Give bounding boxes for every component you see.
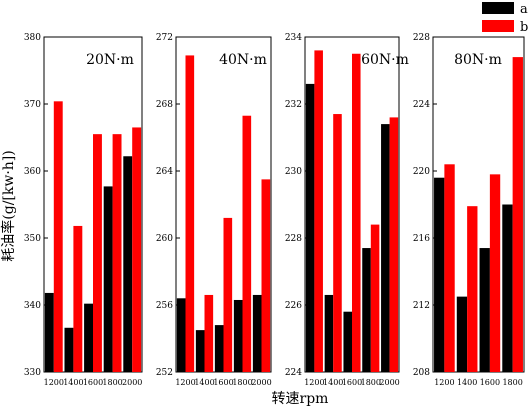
x-tick-label: 2000 — [379, 378, 399, 387]
x-tick-label: 1400 — [63, 378, 83, 387]
legend: a b — [482, 2, 528, 35]
x-tick-label: 1400 — [194, 378, 214, 387]
bar-a-1800 — [103, 186, 113, 372]
bar-a-1600 — [214, 325, 224, 372]
legend-swatch-b — [482, 20, 514, 32]
y-tick-label: 380 — [24, 33, 41, 43]
bar-a-1200 — [176, 298, 186, 372]
x-tick-label: 1400 — [323, 378, 343, 387]
bar-a-2000 — [123, 156, 133, 372]
y-tick-label: 272 — [156, 33, 173, 43]
bar-b-1800 — [112, 134, 122, 372]
bar-a-1200 — [44, 292, 54, 372]
y-axis-label: 耗油率(g/[kw·h]) — [0, 150, 17, 261]
y-tick-label: 330 — [24, 368, 41, 378]
y-tick-label: 212 — [413, 301, 430, 311]
bar-a-1400 — [64, 327, 74, 372]
bar-a-1600 — [479, 248, 490, 372]
bar-a-1200 — [434, 177, 445, 372]
y-tick-label: 230 — [285, 167, 302, 177]
bar-a-1800 — [502, 204, 513, 372]
x-tick-label: 1800 — [232, 378, 252, 387]
bar-b-1200 — [53, 101, 63, 372]
y-tick-label: 226 — [285, 301, 302, 311]
bar-b-1600 — [223, 217, 233, 372]
bar-b-1600 — [489, 174, 501, 372]
x-tick-label: 2000 — [251, 378, 271, 387]
bar-b-1200 — [314, 50, 323, 373]
panel-1: 330 340 350 360 370 380 1200 1400 1600 1800 2000 20… — [24, 33, 143, 387]
x-tick-label: 1800 — [361, 378, 381, 387]
bar-a-1600 — [343, 311, 352, 372]
bar-b-2000 — [389, 117, 399, 373]
bar-b-1400 — [204, 294, 214, 372]
bar-b-1800 — [512, 57, 523, 372]
panel-title: 20N·m — [86, 52, 134, 68]
y-tick-label: 224 — [285, 368, 302, 378]
x-tick-label: 1600 — [213, 378, 233, 387]
legend-swatch-a — [482, 2, 514, 14]
panel-title: 60N·m — [361, 52, 409, 68]
bar-a-1400 — [456, 296, 468, 372]
x-tick-label: 1400 — [457, 378, 477, 387]
bar-a-1400 — [324, 294, 334, 372]
y-tick-label: 224 — [413, 100, 430, 110]
bar-a-1600 — [84, 303, 93, 372]
y-tick-label: 256 — [156, 301, 173, 311]
y-tick-label: 260 — [156, 234, 173, 244]
y-tick-label: 228 — [285, 234, 302, 244]
y-tick-label: 252 — [156, 368, 173, 378]
bar-a-2000 — [381, 124, 390, 372]
panel-title: 80N·m — [454, 52, 502, 68]
panel-title: 40N·m — [219, 52, 267, 68]
x-tick-label: 1200 — [434, 378, 454, 387]
bar-b-1400 — [333, 114, 342, 373]
panel-4: 208 212 216 220 224 228 1200 1400 1600 1800 80N·m — [413, 33, 525, 387]
bar-b-1600 — [93, 134, 102, 372]
bar-b-1800 — [370, 224, 380, 372]
bar-a-1400 — [195, 330, 205, 372]
bar-b-1400 — [467, 206, 478, 372]
y-tick-label: 264 — [156, 167, 173, 177]
x-tick-label: 1200 — [175, 378, 195, 387]
bar-a-2000 — [252, 294, 262, 372]
x-tick-label: 1600 — [342, 378, 362, 387]
bar-b-1400 — [73, 225, 83, 372]
bar-a-1800 — [233, 299, 243, 372]
y-tick-label: 234 — [285, 33, 302, 43]
y-tick-label: 208 — [413, 368, 430, 378]
y-tick-label: 232 — [285, 100, 302, 110]
legend-label-a: a — [520, 2, 528, 17]
x-tick-label: 1800 — [502, 378, 522, 387]
x-axis-label: 转速rpm — [272, 391, 329, 407]
x-tick-label: 1800 — [102, 378, 122, 387]
bar-b-1200 — [444, 164, 455, 372]
x-tick-label: 1600 — [83, 378, 103, 387]
y-tick-label: 370 — [24, 100, 41, 110]
y-tick-label: 220 — [413, 167, 430, 177]
bar-a-1800 — [362, 248, 371, 372]
bar-a-1200 — [305, 83, 315, 373]
y-tick-label: 350 — [24, 234, 41, 244]
bar-b-1800 — [242, 115, 252, 372]
bar-b-1200 — [185, 55, 195, 373]
x-tick-label: 2000 — [122, 378, 142, 387]
bar-b-2000 — [261, 179, 271, 372]
legend-label-b: b — [520, 20, 528, 35]
y-tick-label: 228 — [413, 33, 430, 43]
bar-b-2000 — [132, 127, 142, 372]
y-tick-label: 340 — [24, 301, 41, 311]
x-tick-label: 1600 — [480, 378, 500, 387]
y-tick-label: 216 — [413, 234, 430, 244]
x-tick-label: 1200 — [304, 378, 324, 387]
y-tick-label: 268 — [156, 100, 173, 110]
panel-4-frame — [432, 36, 525, 373]
y-tick-label: 360 — [24, 167, 41, 177]
x-tick-label: 1200 — [44, 378, 64, 387]
bar-b-1600 — [352, 53, 361, 372]
